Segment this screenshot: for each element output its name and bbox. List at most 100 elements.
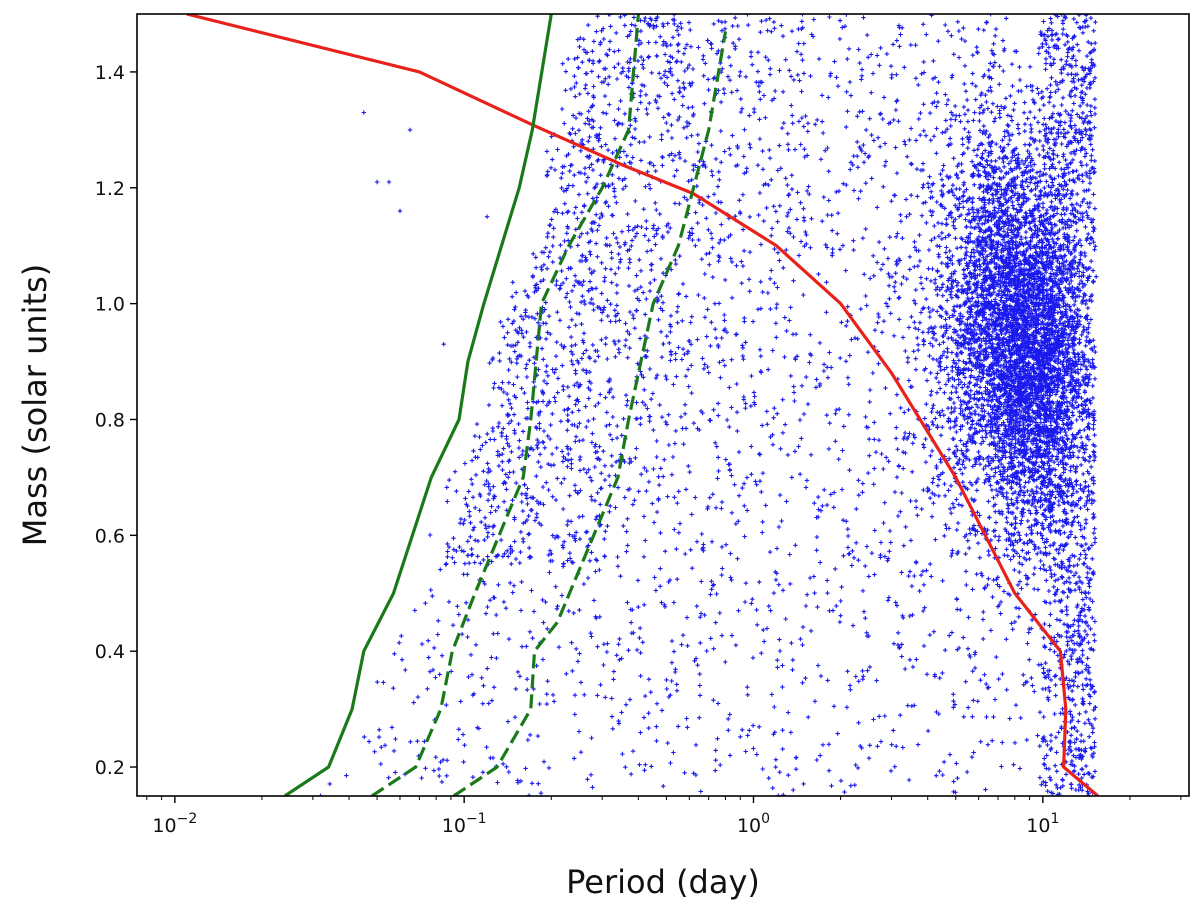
scatter-point	[984, 316, 989, 322]
scatter-point	[953, 236, 958, 241]
scatter-point	[931, 501, 936, 506]
scatter-point	[963, 239, 968, 244]
scatter-point	[1001, 229, 1007, 234]
scatter-point	[864, 303, 869, 308]
scatter-point	[998, 144, 1003, 150]
scatter-point	[1032, 181, 1038, 186]
scatter-point	[928, 370, 933, 376]
scatter-point	[1070, 285, 1075, 290]
scatter-point	[955, 175, 961, 181]
scatter-point	[1012, 153, 1017, 158]
scatter-point	[954, 283, 960, 288]
scatter-point	[1076, 341, 1082, 346]
scatter-point	[981, 261, 986, 266]
scatter-point	[1060, 171, 1066, 177]
scatter-point	[1061, 470, 1066, 475]
scatter-point	[1089, 220, 1094, 225]
scatter-point	[930, 356, 936, 362]
scatter-point	[997, 155, 1002, 161]
scatter-point	[1063, 395, 1069, 400]
scatter-point	[1022, 223, 1027, 228]
scatter-point	[970, 464, 975, 469]
scatter-point	[981, 255, 986, 260]
scatter-point	[1073, 400, 1078, 405]
scatter-point	[949, 295, 954, 300]
scatter-point	[971, 281, 977, 287]
scatter-point	[945, 97, 951, 103]
scatter-point	[1094, 274, 1099, 279]
scatter-point	[927, 314, 932, 320]
scatter-point	[977, 128, 983, 133]
scatter-point	[1039, 89, 1044, 94]
scatter-point	[968, 225, 974, 230]
scatter-point	[1019, 518, 1024, 523]
scatter-point	[947, 456, 952, 461]
scatter-point	[958, 491, 964, 497]
scatter-point	[1010, 203, 1015, 208]
scatter-point	[949, 281, 954, 287]
scatter-point	[943, 129, 948, 135]
scatter-point	[995, 441, 1000, 446]
scatter-point	[959, 169, 964, 174]
scatter-point	[1082, 147, 1088, 152]
scatter-point	[959, 448, 964, 453]
scatter-point	[950, 253, 955, 259]
scatter-point	[922, 416, 927, 421]
scatter-point	[1062, 179, 1067, 184]
scatter-point	[989, 433, 994, 439]
scatter-point	[975, 377, 980, 382]
scatter-point	[906, 407, 911, 412]
scatter-point	[1072, 234, 1077, 239]
scatter-point	[976, 449, 981, 455]
scatter-point	[934, 199, 939, 205]
scatter-point	[986, 171, 992, 176]
scatter-point	[933, 277, 938, 282]
scatter-point	[975, 147, 980, 152]
scatter-point	[930, 195, 935, 200]
scatter-point	[898, 219, 904, 224]
scatter-point	[893, 280, 898, 285]
scatter-point	[1011, 554, 1016, 559]
scatter-point	[940, 282, 946, 287]
scatter-point	[1037, 107, 1042, 113]
scatter-point	[996, 363, 1002, 369]
scatter-point	[943, 522, 948, 527]
scatter-point	[918, 310, 924, 315]
scatter-point	[998, 599, 1004, 605]
scatter-point	[973, 402, 979, 407]
scatter-point	[1075, 209, 1080, 215]
scatter-point	[927, 353, 932, 359]
scatter-point	[1002, 134, 1007, 139]
scatter-point	[954, 497, 959, 502]
scatter-point	[1053, 196, 1058, 201]
scatter-point	[899, 490, 904, 496]
scatter-point	[1001, 263, 1006, 269]
scatter-point	[1003, 96, 1009, 101]
scatter-point	[1072, 287, 1077, 292]
scatter-point	[967, 545, 972, 551]
scatter-point	[951, 400, 957, 406]
scatter-point	[1030, 88, 1035, 93]
scatter-point	[1086, 421, 1091, 426]
scatter-point	[964, 97, 970, 103]
scatter-point	[984, 714, 989, 720]
scatter-point	[937, 287, 942, 292]
scatter-point	[926, 326, 932, 331]
scatter-point	[983, 248, 988, 254]
scatter-point	[981, 352, 986, 357]
scatter-point	[924, 276, 929, 281]
scatter-point	[955, 520, 961, 526]
scatter-point	[973, 364, 978, 369]
scatter-point	[1080, 455, 1086, 460]
scatter-point	[983, 131, 988, 137]
scatter-point	[1000, 237, 1006, 242]
scatter-point	[991, 215, 996, 220]
scatter-point	[1041, 102, 1046, 108]
scatter-point	[1018, 237, 1024, 242]
scatter-point	[1033, 223, 1038, 228]
scatter-point	[948, 506, 953, 511]
scatter-point	[996, 166, 1002, 171]
scatter-point	[1002, 240, 1008, 245]
scatter-point	[875, 205, 880, 210]
